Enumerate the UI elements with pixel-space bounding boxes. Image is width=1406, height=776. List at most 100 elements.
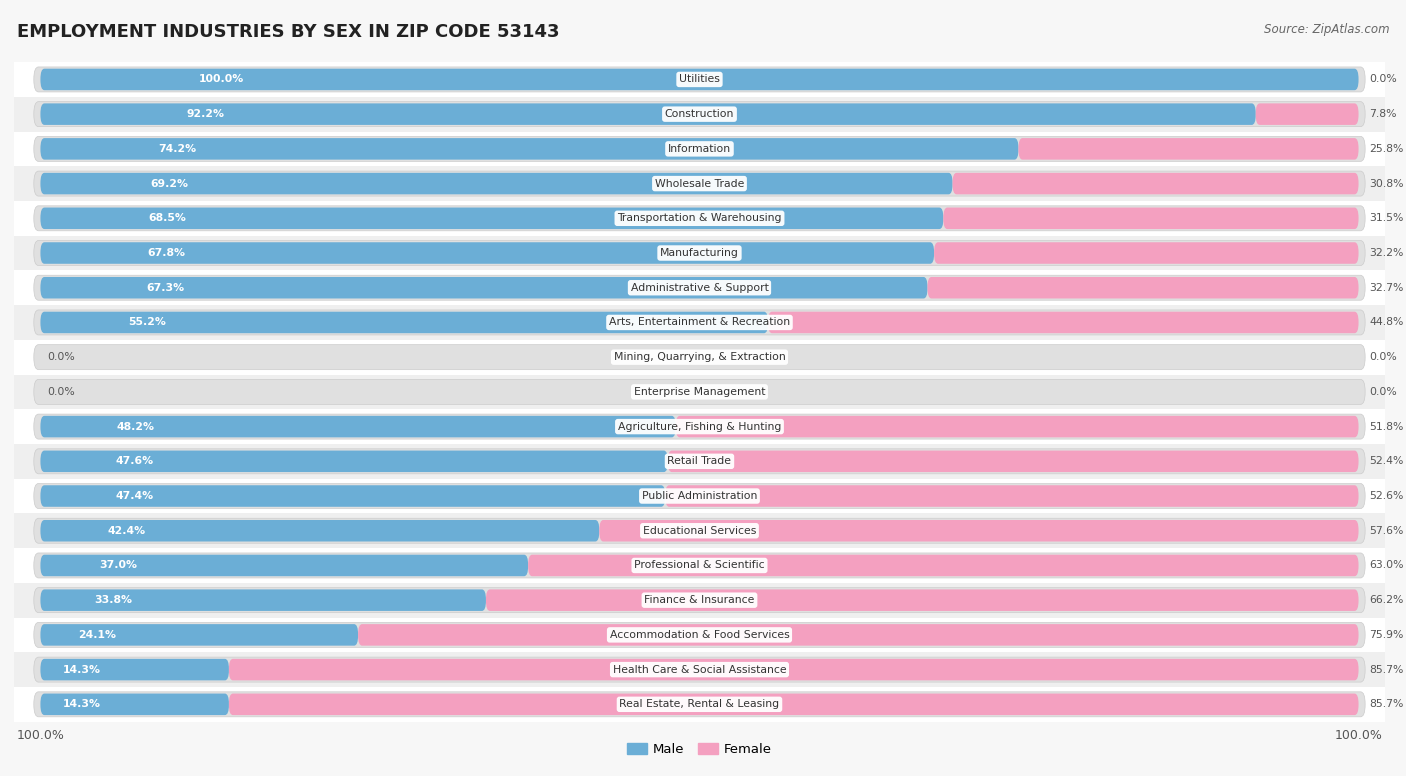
Text: Health Care & Social Assistance: Health Care & Social Assistance (613, 664, 786, 674)
Text: 47.6%: 47.6% (115, 456, 153, 466)
Text: 74.2%: 74.2% (157, 144, 195, 154)
FancyBboxPatch shape (934, 242, 1358, 264)
FancyBboxPatch shape (1256, 103, 1358, 125)
FancyBboxPatch shape (34, 657, 1365, 682)
FancyBboxPatch shape (665, 485, 1358, 507)
Text: Agriculture, Fishing & Hunting: Agriculture, Fishing & Hunting (617, 421, 782, 431)
Bar (14, 375, 1385, 409)
FancyBboxPatch shape (41, 451, 668, 472)
FancyBboxPatch shape (34, 483, 1365, 508)
FancyBboxPatch shape (34, 102, 1365, 126)
Text: 14.3%: 14.3% (63, 699, 101, 709)
FancyBboxPatch shape (34, 345, 1365, 369)
Text: 67.8%: 67.8% (148, 248, 186, 258)
FancyBboxPatch shape (41, 416, 676, 438)
Text: 63.0%: 63.0% (1369, 560, 1403, 570)
FancyBboxPatch shape (41, 485, 665, 507)
Text: Information: Information (668, 144, 731, 154)
Bar (14, 166, 1385, 201)
FancyBboxPatch shape (34, 553, 1365, 578)
FancyBboxPatch shape (34, 622, 1365, 647)
FancyBboxPatch shape (34, 137, 1365, 161)
FancyBboxPatch shape (41, 277, 928, 299)
Text: 47.4%: 47.4% (115, 491, 153, 501)
Text: 30.8%: 30.8% (1369, 178, 1403, 189)
Text: Professional & Scientific: Professional & Scientific (634, 560, 765, 570)
Bar (14, 409, 1385, 444)
Text: 31.5%: 31.5% (1369, 213, 1403, 223)
FancyBboxPatch shape (41, 659, 229, 681)
Text: Utilities: Utilities (679, 74, 720, 85)
FancyBboxPatch shape (41, 138, 1018, 160)
FancyBboxPatch shape (41, 242, 934, 264)
Text: 52.6%: 52.6% (1369, 491, 1403, 501)
FancyBboxPatch shape (34, 379, 1365, 404)
FancyBboxPatch shape (34, 275, 1365, 300)
Text: 0.0%: 0.0% (1369, 74, 1396, 85)
FancyBboxPatch shape (676, 416, 1358, 438)
Text: 67.3%: 67.3% (146, 282, 186, 293)
Bar (14, 236, 1385, 270)
FancyBboxPatch shape (34, 414, 1365, 439)
Text: EMPLOYMENT INDUSTRIES BY SEX IN ZIP CODE 53143: EMPLOYMENT INDUSTRIES BY SEX IN ZIP CODE… (17, 23, 560, 41)
Text: Construction: Construction (665, 109, 734, 120)
Text: Real Estate, Rental & Leasing: Real Estate, Rental & Leasing (620, 699, 779, 709)
Text: Accommodation & Food Services: Accommodation & Food Services (610, 630, 789, 640)
Text: Mining, Quarrying, & Extraction: Mining, Quarrying, & Extraction (613, 352, 786, 362)
Bar (14, 62, 1385, 97)
Text: 85.7%: 85.7% (1369, 664, 1403, 674)
Text: 0.0%: 0.0% (46, 352, 75, 362)
FancyBboxPatch shape (41, 312, 768, 333)
FancyBboxPatch shape (41, 520, 599, 542)
FancyBboxPatch shape (34, 241, 1365, 265)
Bar (14, 514, 1385, 548)
Text: 0.0%: 0.0% (1369, 352, 1396, 362)
Text: Manufacturing: Manufacturing (659, 248, 740, 258)
Bar (14, 340, 1385, 375)
Text: 7.8%: 7.8% (1369, 109, 1396, 120)
Text: 85.7%: 85.7% (1369, 699, 1403, 709)
Text: 92.2%: 92.2% (186, 109, 225, 120)
Bar (14, 687, 1385, 722)
FancyBboxPatch shape (229, 694, 1358, 715)
Text: 69.2%: 69.2% (150, 178, 188, 189)
Text: 55.2%: 55.2% (128, 317, 166, 327)
FancyBboxPatch shape (41, 68, 1358, 90)
FancyBboxPatch shape (34, 587, 1365, 613)
Text: 0.0%: 0.0% (1369, 387, 1396, 397)
Text: 42.4%: 42.4% (107, 526, 146, 535)
Text: Source: ZipAtlas.com: Source: ZipAtlas.com (1264, 23, 1389, 36)
Text: 68.5%: 68.5% (149, 213, 187, 223)
FancyBboxPatch shape (34, 518, 1365, 543)
FancyBboxPatch shape (41, 173, 953, 194)
Legend: Male, Female: Male, Female (621, 737, 778, 761)
Bar (14, 583, 1385, 618)
Text: Administrative & Support: Administrative & Support (630, 282, 769, 293)
FancyBboxPatch shape (34, 67, 1365, 92)
Text: Public Administration: Public Administration (641, 491, 758, 501)
Text: 57.6%: 57.6% (1369, 526, 1403, 535)
Text: 25.8%: 25.8% (1369, 144, 1403, 154)
Bar (14, 653, 1385, 687)
FancyBboxPatch shape (486, 590, 1358, 611)
Text: 37.0%: 37.0% (98, 560, 136, 570)
FancyBboxPatch shape (529, 555, 1358, 577)
Bar (14, 444, 1385, 479)
FancyBboxPatch shape (953, 173, 1358, 194)
Text: 14.3%: 14.3% (63, 664, 101, 674)
Text: 33.8%: 33.8% (94, 595, 132, 605)
FancyBboxPatch shape (34, 692, 1365, 717)
Text: Arts, Entertainment & Recreation: Arts, Entertainment & Recreation (609, 317, 790, 327)
Bar (14, 305, 1385, 340)
FancyBboxPatch shape (41, 624, 359, 646)
Bar (14, 479, 1385, 514)
Text: 75.9%: 75.9% (1369, 630, 1403, 640)
FancyBboxPatch shape (34, 310, 1365, 335)
Text: Finance & Insurance: Finance & Insurance (644, 595, 755, 605)
FancyBboxPatch shape (41, 694, 229, 715)
Bar (14, 618, 1385, 653)
FancyBboxPatch shape (599, 520, 1358, 542)
Text: Wholesale Trade: Wholesale Trade (655, 178, 744, 189)
FancyBboxPatch shape (41, 555, 529, 577)
FancyBboxPatch shape (928, 277, 1358, 299)
